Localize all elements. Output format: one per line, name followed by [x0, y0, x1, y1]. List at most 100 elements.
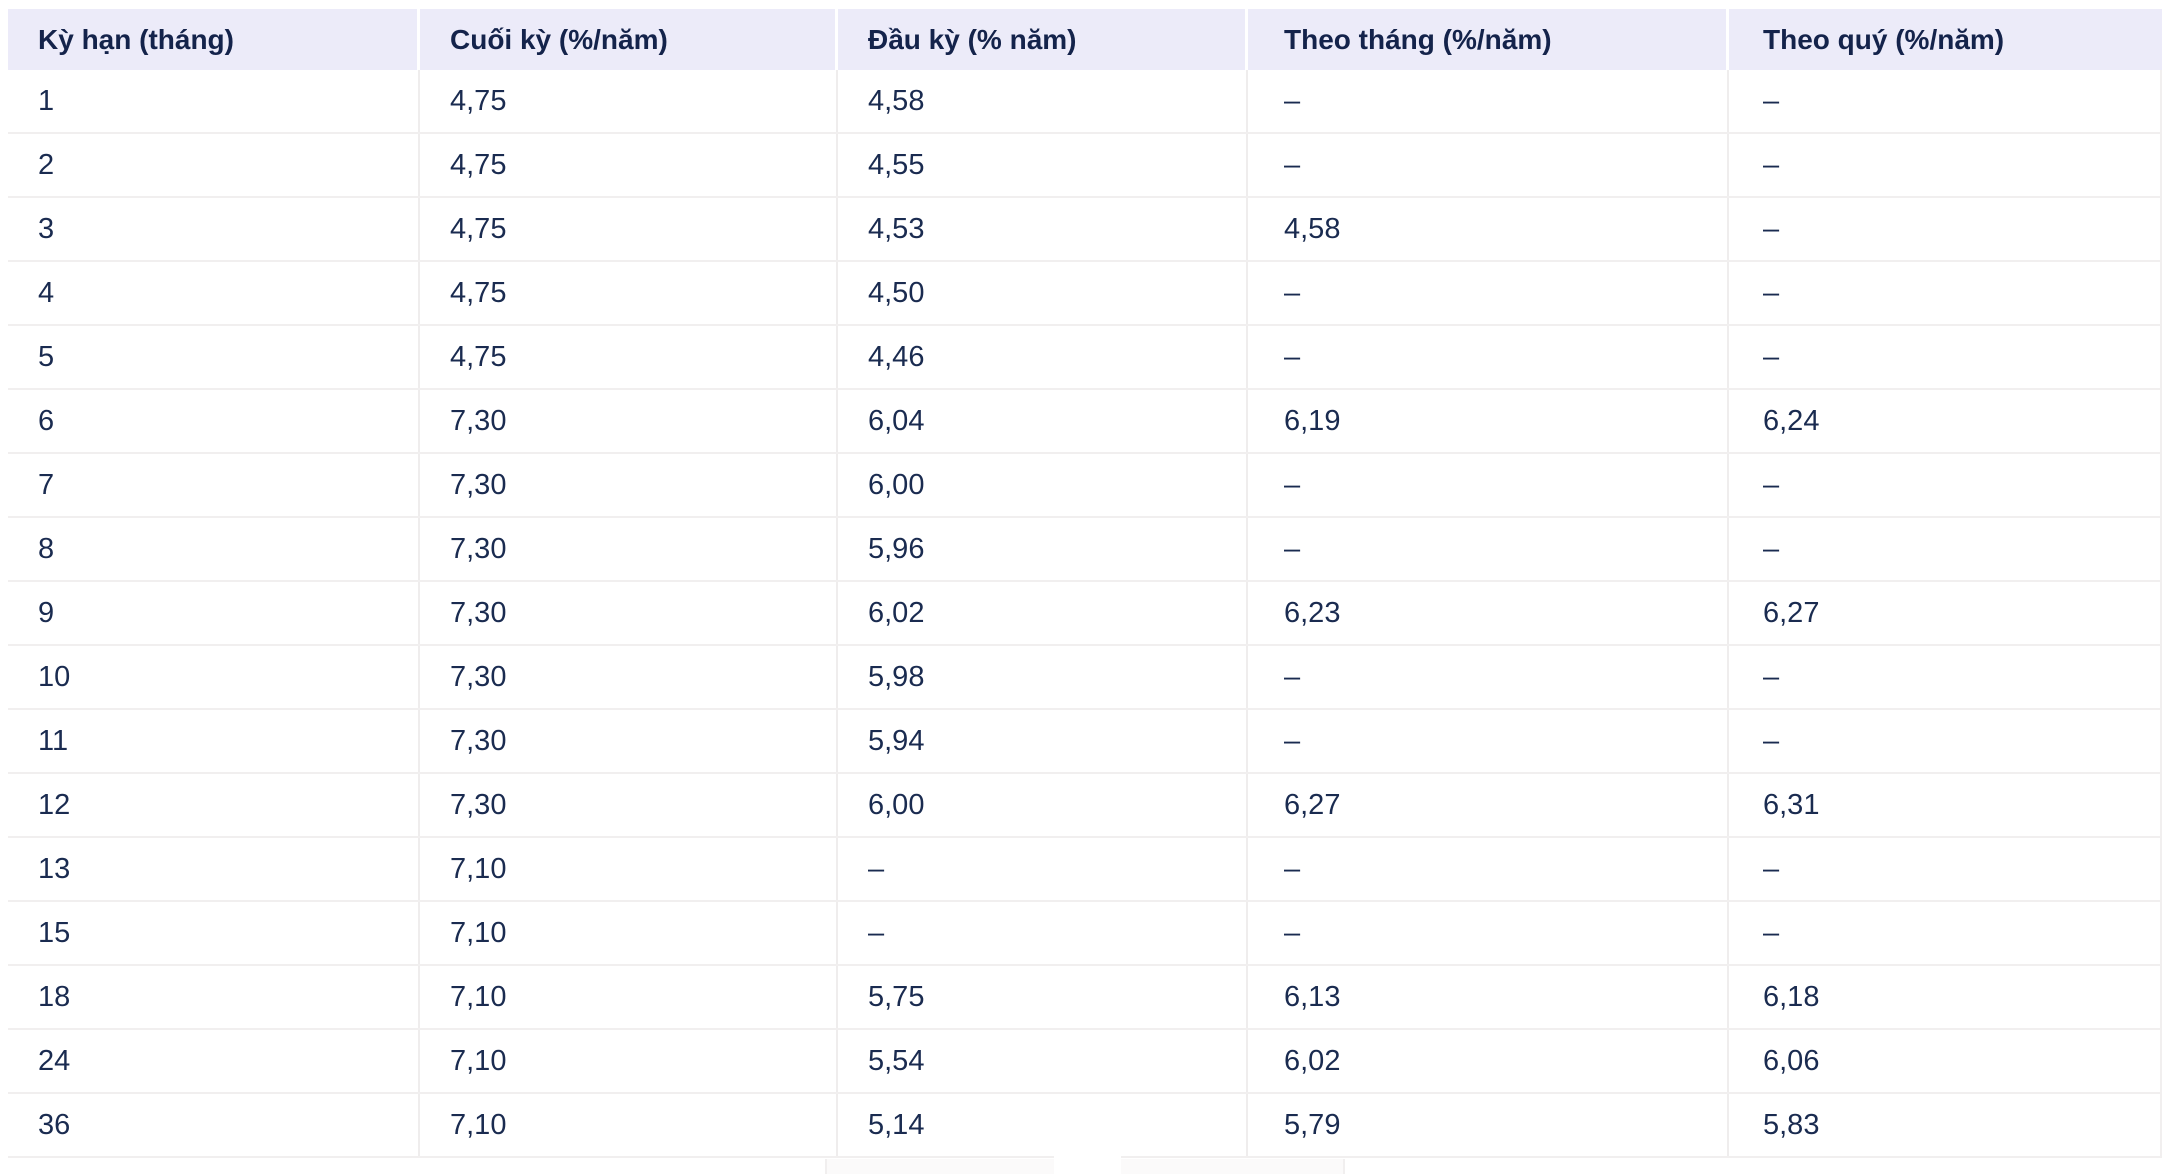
- cell: 6,02: [1248, 1030, 1729, 1092]
- cell: –: [1248, 710, 1729, 772]
- cell: 4,55: [838, 134, 1248, 196]
- cell: 5,96: [838, 518, 1248, 580]
- table-row: 6 7,30 6,04 6,19 6,24: [8, 390, 2162, 454]
- cell: 4,58: [838, 70, 1248, 132]
- cell: 7,30: [420, 774, 838, 836]
- cell: 6,13: [1248, 966, 1729, 1028]
- cell: 7,30: [420, 518, 838, 580]
- table-row: 11 7,30 5,94– –: [8, 710, 2162, 774]
- cell: –: [1729, 134, 2162, 196]
- cell: 7,10: [420, 1094, 838, 1156]
- cell: 6,24: [1729, 390, 2162, 452]
- cell: –: [1729, 262, 2162, 324]
- cell: 5,75: [838, 966, 1248, 1028]
- cell: 6,19: [1248, 390, 1729, 452]
- cell: 5: [8, 326, 420, 388]
- interest-rates-table: Kỳ hạn (tháng) Cuối kỳ (%/năm) Đầu kỳ (% n…: [8, 9, 2162, 1158]
- cell: 7,30: [420, 582, 838, 644]
- cell: 18: [8, 966, 420, 1028]
- table-header-row: Kỳ hạn (tháng) Cuối kỳ (%/năm) Đầu kỳ (% n…: [8, 9, 2162, 70]
- cell: –: [1729, 454, 2162, 516]
- cell: 5,94: [838, 710, 1248, 772]
- cell: 6,31: [1729, 774, 2162, 836]
- table-row: 2 4,75 4,55– –: [8, 134, 2162, 198]
- cell: 4,58: [1248, 198, 1729, 260]
- cell: –: [1248, 326, 1729, 388]
- cell: 6,04: [838, 390, 1248, 452]
- cell: 7,10: [420, 966, 838, 1028]
- cell: 4,46: [838, 326, 1248, 388]
- cell: 15: [8, 902, 420, 964]
- cell: 7,30: [420, 646, 838, 708]
- column-header: Cuối kỳ (%/năm): [420, 9, 838, 70]
- cell: 6,00: [838, 774, 1248, 836]
- cell: 6,00: [838, 454, 1248, 516]
- cell: 7: [8, 454, 420, 516]
- table-row: 9 7,30 6,02 6,23 6,27: [8, 582, 2162, 646]
- cell: 3: [8, 198, 420, 260]
- cell: 6,23: [1248, 582, 1729, 644]
- cell: 6,06: [1729, 1030, 2162, 1092]
- cell: –: [1248, 902, 1729, 964]
- cell: 4,75: [420, 198, 838, 260]
- cell: 36: [8, 1094, 420, 1156]
- cell: 4,75: [420, 326, 838, 388]
- table-border-notch: [1054, 1150, 1121, 1174]
- cell: 7,10: [420, 902, 838, 964]
- cell: –: [1729, 326, 2162, 388]
- table-row: 7 7,30 6,00– –: [8, 454, 2162, 518]
- cell: –: [1248, 262, 1729, 324]
- table-row: 3 4,75 4,53 4,58–: [8, 198, 2162, 262]
- cell: 6,27: [1248, 774, 1729, 836]
- cell: –: [1248, 646, 1729, 708]
- cell: –: [1248, 838, 1729, 900]
- cell: 13: [8, 838, 420, 900]
- column-header: Đầu kỳ (% năm): [838, 9, 1248, 70]
- table-row: 24 7,10 5,54 6,02 6,06: [8, 1030, 2162, 1094]
- cell: 9: [8, 582, 420, 644]
- cell: –: [1248, 134, 1729, 196]
- table-body: 1 4,75 4,58– –2 4,75 4,55– –3 4,75 4,53 4,58–4 4,7…: [8, 70, 2162, 1158]
- cell: –: [838, 902, 1248, 964]
- cell: –: [838, 838, 1248, 900]
- cell: 7,10: [420, 1030, 838, 1092]
- cell: 1: [8, 70, 420, 132]
- cell: 7,30: [420, 390, 838, 452]
- column-header: Theo quý (%/năm): [1763, 23, 2005, 55]
- cell: 5,54: [838, 1030, 1248, 1092]
- cell: –: [1248, 518, 1729, 580]
- table-row: 12 7,30 6,00 6,27 6,31: [8, 774, 2162, 838]
- cell: –: [1248, 454, 1729, 516]
- cell: 6,27: [1729, 582, 2162, 644]
- cell: –: [1729, 198, 2162, 260]
- cell: 11: [8, 710, 420, 772]
- table-row: 1 4,75 4,58– –: [8, 70, 2162, 134]
- cell: 7,30: [420, 454, 838, 516]
- cell: 7,10: [420, 838, 838, 900]
- cell: 4,50: [838, 262, 1248, 324]
- cell: 5,79: [1248, 1094, 1729, 1156]
- cell: –: [1729, 902, 2162, 964]
- cell: 7,30: [420, 710, 838, 772]
- cell: 4,75: [420, 70, 838, 132]
- cell: 2: [8, 134, 420, 196]
- cell: 10: [8, 646, 420, 708]
- table-row: 13 7,10– – –: [8, 838, 2162, 902]
- table-row: 10 7,30 5,98– –: [8, 646, 2162, 710]
- cell: 5,83: [1729, 1094, 2162, 1156]
- cell: 4,53: [838, 198, 1248, 260]
- cell: 4,75: [420, 262, 838, 324]
- cell: –: [1729, 838, 2162, 900]
- cell: 4,75: [420, 134, 838, 196]
- column-header: Theo tháng (%/năm): [1248, 9, 1729, 70]
- cell: –: [1729, 518, 2162, 580]
- table-row: 5 4,75 4,46– –: [8, 326, 2162, 390]
- cell: 5,98: [838, 646, 1248, 708]
- table-row: 36 7,10 5,14 5,79 5,83: [8, 1094, 2162, 1158]
- column-header: Kỳ hạn (tháng): [8, 9, 420, 70]
- cell: –: [1729, 646, 2162, 708]
- table-row: 8 7,30 5,96– –: [8, 518, 2162, 582]
- table-row: 15 7,10– – –: [8, 902, 2162, 966]
- cell: 24: [8, 1030, 420, 1092]
- cell: 6,02: [838, 582, 1248, 644]
